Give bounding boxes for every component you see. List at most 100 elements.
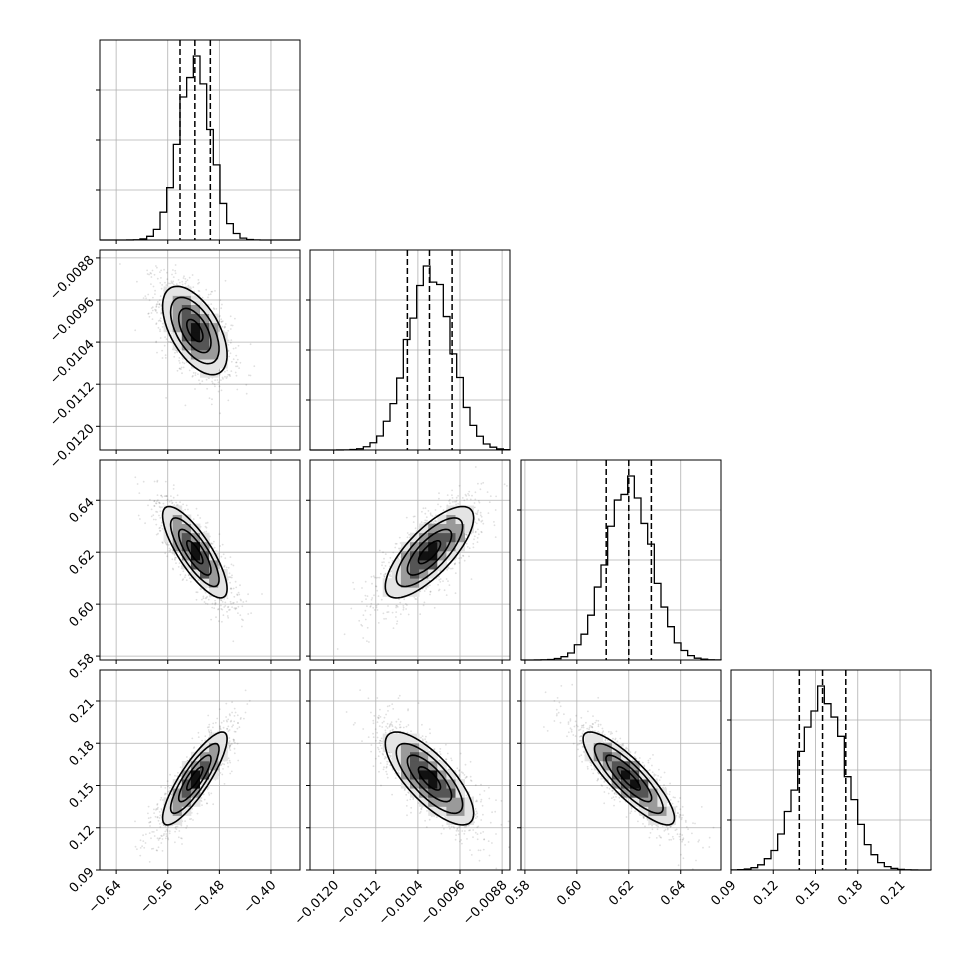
contour-3 <box>384 505 475 599</box>
sample-point <box>237 612 239 614</box>
sample-point <box>157 499 159 501</box>
sample-point <box>210 729 212 732</box>
sample-point <box>219 545 222 547</box>
sample-point <box>208 731 211 734</box>
sample-point <box>218 533 221 535</box>
sample-point <box>159 510 162 512</box>
sample-point <box>199 588 202 591</box>
sample-point <box>477 500 480 502</box>
sample-point <box>205 530 208 533</box>
sample-point <box>423 601 426 604</box>
density-cell <box>163 523 174 534</box>
sample-point <box>229 375 232 377</box>
sample-point <box>186 279 189 281</box>
sample-point <box>245 600 248 603</box>
sample-point <box>153 273 156 276</box>
sample-point <box>159 328 162 331</box>
sample-point <box>377 595 380 597</box>
sample-point <box>192 375 194 377</box>
sample-point <box>229 749 232 751</box>
sample-point <box>197 579 200 581</box>
sample-point <box>190 818 193 820</box>
sample-point <box>366 640 368 642</box>
sample-point <box>138 492 141 494</box>
sample-point <box>159 320 162 323</box>
sample-point <box>155 533 158 536</box>
sample-point <box>364 618 367 621</box>
sample-point <box>218 319 221 322</box>
sample-point <box>425 521 427 524</box>
sample-point <box>468 490 471 493</box>
sample-point <box>232 740 235 743</box>
sample-point <box>224 326 226 328</box>
panel-content <box>134 476 263 643</box>
sample-point <box>428 579 431 582</box>
sample-point <box>236 594 239 597</box>
sample-point <box>247 593 250 596</box>
sample-point <box>172 488 175 490</box>
sample-point <box>176 350 178 352</box>
sample-point <box>196 591 199 594</box>
sample-point <box>242 619 244 622</box>
panel-content <box>336 466 514 650</box>
hist-panel-3 <box>727 669 932 874</box>
sample-point <box>453 563 456 565</box>
sample-point <box>413 515 416 518</box>
sample-point <box>148 273 151 276</box>
density-cell <box>218 340 228 351</box>
sample-point <box>380 598 383 601</box>
sample-point <box>404 603 407 605</box>
sample-point <box>480 482 483 485</box>
sample-point <box>224 375 226 378</box>
sample-point <box>220 608 223 610</box>
sample-point <box>383 561 385 563</box>
sample-point <box>512 481 514 483</box>
density-cell <box>181 295 192 305</box>
sample-point <box>214 602 217 605</box>
density-cell <box>181 514 192 524</box>
density-cell <box>410 541 420 552</box>
sample-point <box>227 349 230 352</box>
density-cell <box>437 541 447 552</box>
sample-point <box>157 839 160 841</box>
sample-point <box>153 480 156 483</box>
sample-point <box>214 385 216 388</box>
sample-point <box>226 615 229 617</box>
density-cell <box>209 359 219 369</box>
density-cell <box>181 286 192 296</box>
sample-point <box>213 607 216 610</box>
sample-point <box>228 747 231 750</box>
sample-point <box>165 833 168 835</box>
contour-1 <box>406 528 453 576</box>
sample-point <box>475 513 478 515</box>
density-cell <box>391 560 402 570</box>
sample-point <box>422 604 425 607</box>
sample-point <box>454 562 457 565</box>
sample-point <box>239 598 242 601</box>
density-cell <box>419 541 429 552</box>
sample-point <box>474 512 477 515</box>
density-cell <box>172 295 183 305</box>
sample-point <box>156 351 158 354</box>
sample-point <box>474 466 477 468</box>
sample-point <box>184 282 187 285</box>
sample-point <box>215 308 218 310</box>
sample-point <box>375 585 378 588</box>
density-cell <box>464 523 474 534</box>
sample-point <box>419 613 422 616</box>
density-cell <box>400 587 411 597</box>
sample-point <box>439 581 442 583</box>
histogram-1 <box>310 265 511 451</box>
sample-point <box>230 587 232 590</box>
sample-point <box>169 341 172 343</box>
sample-point <box>228 576 231 578</box>
density-cell <box>437 523 447 534</box>
sample-point <box>415 598 418 600</box>
sample-point <box>145 833 147 836</box>
sample-point <box>165 397 168 399</box>
sample-point <box>368 641 370 643</box>
sample-point <box>477 533 480 536</box>
sample-point <box>168 832 171 835</box>
sample-point <box>229 744 232 747</box>
sample-point <box>207 714 210 717</box>
